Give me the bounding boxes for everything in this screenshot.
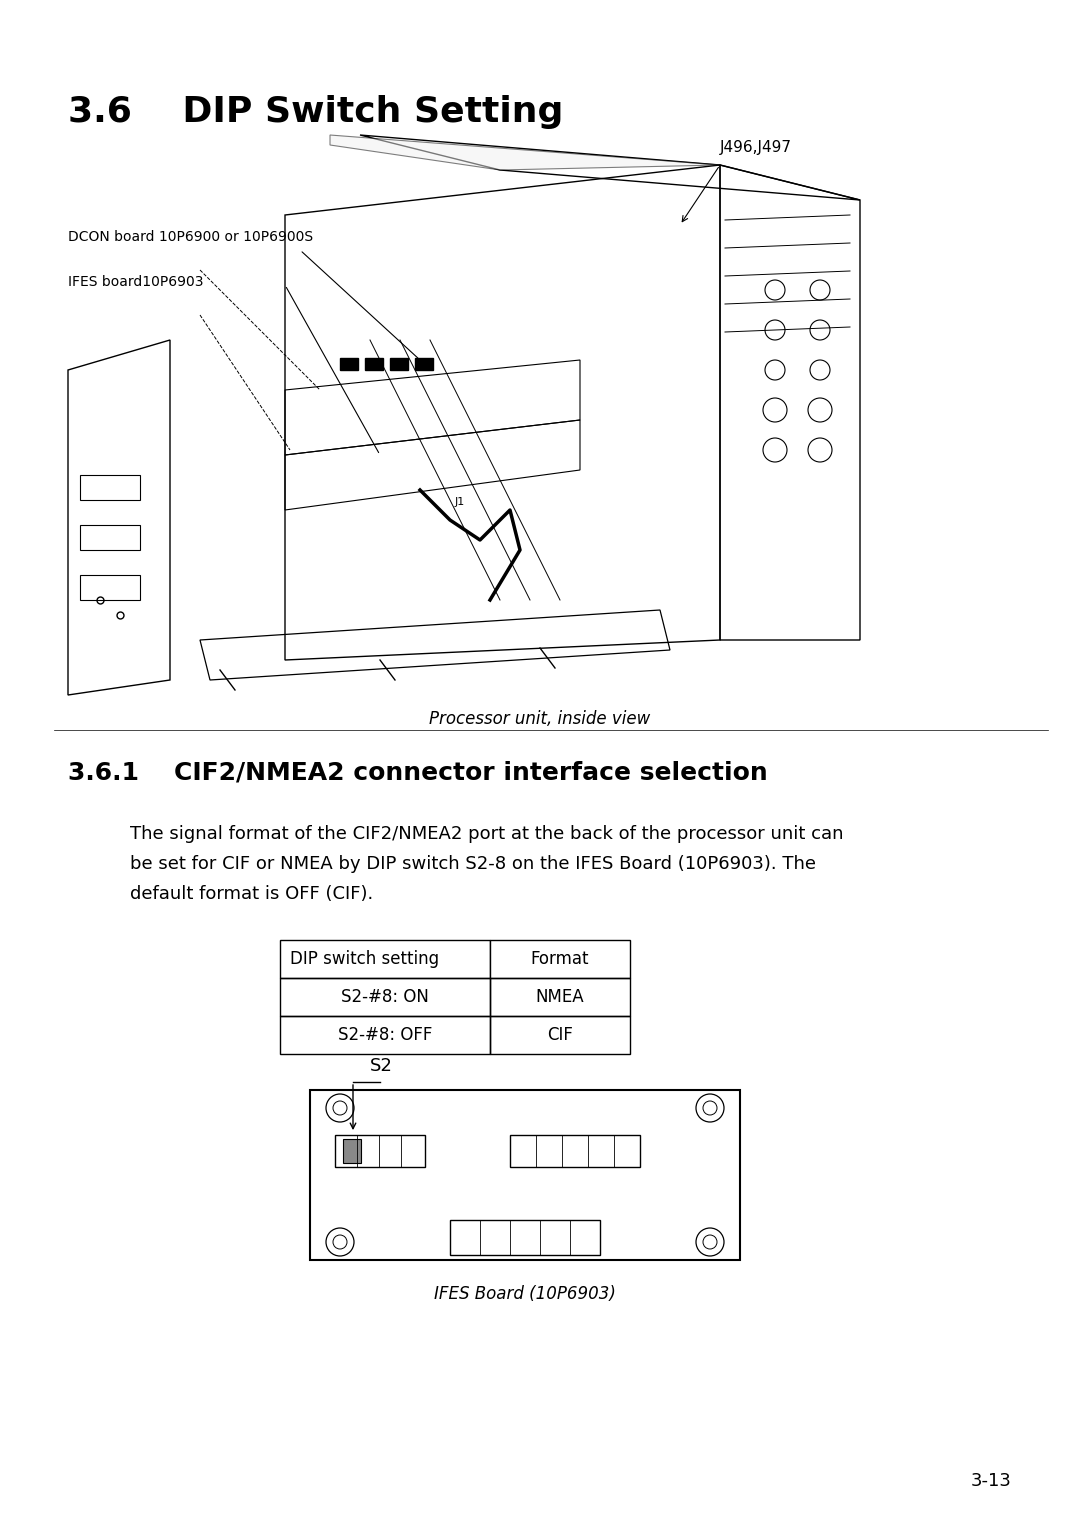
Bar — [340, 358, 357, 370]
Text: DIP switch setting: DIP switch setting — [291, 950, 440, 969]
Bar — [80, 575, 140, 601]
Text: default format is OFF (CIF).: default format is OFF (CIF). — [130, 885, 374, 903]
Bar — [343, 1138, 361, 1163]
Text: J1: J1 — [455, 497, 465, 507]
Bar — [365, 358, 383, 370]
Bar — [490, 978, 630, 1016]
Polygon shape — [330, 134, 720, 170]
Text: IFES Board (10P6903): IFES Board (10P6903) — [434, 1285, 616, 1303]
Text: NMEA: NMEA — [536, 989, 584, 1005]
Bar — [390, 358, 408, 370]
Text: Format: Format — [530, 950, 590, 969]
Bar — [510, 1135, 640, 1167]
Text: 3.6    DIP Switch Setting: 3.6 DIP Switch Setting — [68, 95, 564, 128]
Text: S2-#8: OFF: S2-#8: OFF — [338, 1025, 432, 1044]
Bar — [310, 1089, 740, 1261]
Text: CIF: CIF — [548, 1025, 572, 1044]
Bar — [490, 940, 630, 978]
Text: be set for CIF or NMEA by DIP switch S2-8 on the IFES Board (10P6903). The: be set for CIF or NMEA by DIP switch S2-… — [130, 856, 816, 872]
Bar — [335, 1135, 426, 1167]
Text: IFES board10P6903: IFES board10P6903 — [68, 275, 203, 289]
Bar — [415, 358, 433, 370]
Text: 3-13: 3-13 — [971, 1471, 1012, 1490]
Bar — [280, 1016, 490, 1054]
Text: S2: S2 — [370, 1057, 393, 1076]
Text: DCON board 10P6900 or 10P6900S: DCON board 10P6900 or 10P6900S — [68, 231, 313, 244]
Text: 3.6.1    CIF2/NMEA2 connector interface selection: 3.6.1 CIF2/NMEA2 connector interface sel… — [68, 759, 768, 784]
Bar — [80, 475, 140, 500]
Bar — [280, 940, 490, 978]
Bar — [280, 978, 490, 1016]
Text: S2-#8: ON: S2-#8: ON — [341, 989, 429, 1005]
Text: J496,J497: J496,J497 — [720, 141, 792, 154]
Bar — [490, 1016, 630, 1054]
Text: The signal format of the CIF2/NMEA2 port at the back of the processor unit can: The signal format of the CIF2/NMEA2 port… — [130, 825, 843, 843]
Bar — [450, 1219, 600, 1254]
Text: Processor unit, inside view: Processor unit, inside view — [430, 711, 650, 727]
Bar — [80, 526, 140, 550]
